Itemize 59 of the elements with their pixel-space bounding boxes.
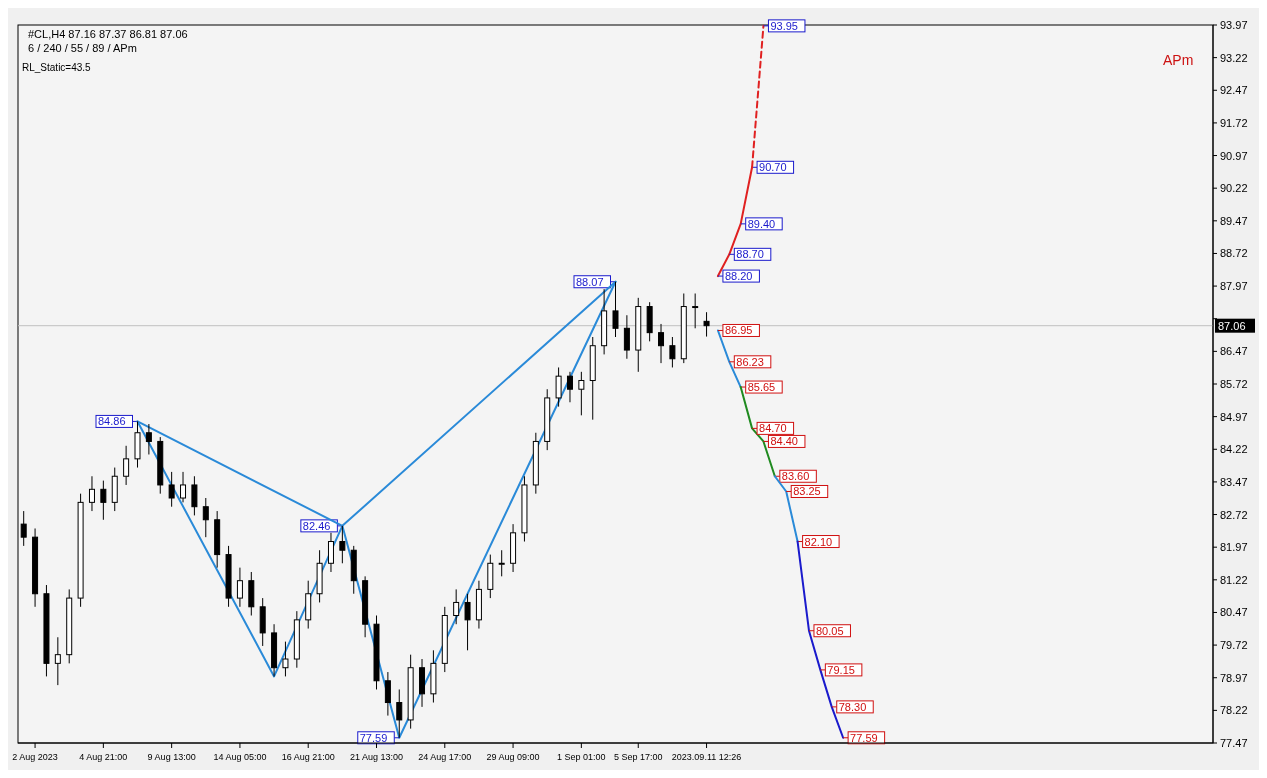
data-label: 83.25 [793,485,821,498]
x-tick-label: 2023.09.11 12:26 [671,752,742,762]
data-label: 84.40 [770,435,798,448]
data-label: 88.07 [576,275,604,288]
x-tick-label: 24 Aug 17:00 [418,752,472,762]
data-label: 77.59 [359,731,388,744]
x-tick-label: 29 Aug 09:00 [486,752,540,762]
data-label: 89.40 [747,217,776,230]
x-tick-label: 16 Aug 21:00 [281,752,335,762]
data-label: 78.30 [838,700,867,713]
x-tick-label: 5 Sep 17:00 [613,752,663,762]
y-tick-label: 81.22 [1220,573,1248,586]
y-tick-label: 77.47 [1220,737,1248,749]
data-label: 88.70 [736,248,764,261]
y-tick-label: 88.72 [1220,247,1248,260]
ref-line-label: 87.06 [1218,319,1246,332]
data-label: 79.15 [827,663,855,676]
y-tick-label: 79.72 [1220,639,1248,652]
y-tick-label: 93.97 [1220,19,1248,31]
data-label: 86.95 [724,324,753,337]
y-tick-label: 78.97 [1220,671,1248,684]
x-tick-label: 1 Sep 01:00 [557,752,606,762]
y-tick-label: 78.22 [1220,704,1248,717]
x-tick-label: 14 Aug 05:00 [213,752,267,762]
y-tick-label: 85.72 [1220,378,1248,390]
y-tick-label: 84.97 [1220,410,1248,423]
x-tick-label: 4 Aug 21:00 [79,752,128,762]
data-label: 82.10 [804,535,833,548]
y-tick-label: 81.97 [1220,541,1248,554]
data-label: 93.95 [770,19,798,32]
data-label: 86.23 [736,355,764,368]
x-tick-label: 9 Aug 13:00 [147,752,196,762]
data-label: 83.60 [781,470,810,483]
y-tick-label: 80.47 [1220,606,1248,619]
y-tick-label: 84.22 [1220,443,1248,456]
data-label: 85.65 [747,381,776,394]
data-label: 90.70 [759,161,787,174]
y-tick-label: 90.97 [1220,149,1248,162]
y-tick-label: 83.47 [1220,475,1248,488]
annotation: APm [1163,52,1194,68]
x-tick-label: 2 Aug 2023 [12,752,58,762]
y-tick-label: 87.97 [1220,280,1248,293]
y-tick-label: 82.72 [1220,508,1248,521]
data-label: 84.86 [98,415,126,428]
y-tick-label: 93.22 [1220,51,1248,64]
y-tick-label: 90.22 [1220,182,1248,195]
y-tick-label: 91.72 [1220,116,1248,129]
chart-title: #CL,H4 87.16 87.37 86.81 87.06 [28,28,188,40]
text: 6 / 240 / 55 / 89 / APm [28,42,137,54]
data-label: 88.20 [724,270,753,283]
y-tick-label: 86.47 [1220,345,1248,358]
annotation: RL_Static=43.5 [22,62,92,73]
data-label: 80.05 [815,624,844,637]
data-label: 82.46 [302,519,331,532]
data-label: 84.70 [759,422,787,435]
y-tick-label: 89.47 [1220,214,1248,227]
data-label: 77.59 [850,731,878,744]
x-tick-label: 21 Aug 13:00 [349,752,404,762]
y-tick-label: 92.47 [1220,84,1248,97]
